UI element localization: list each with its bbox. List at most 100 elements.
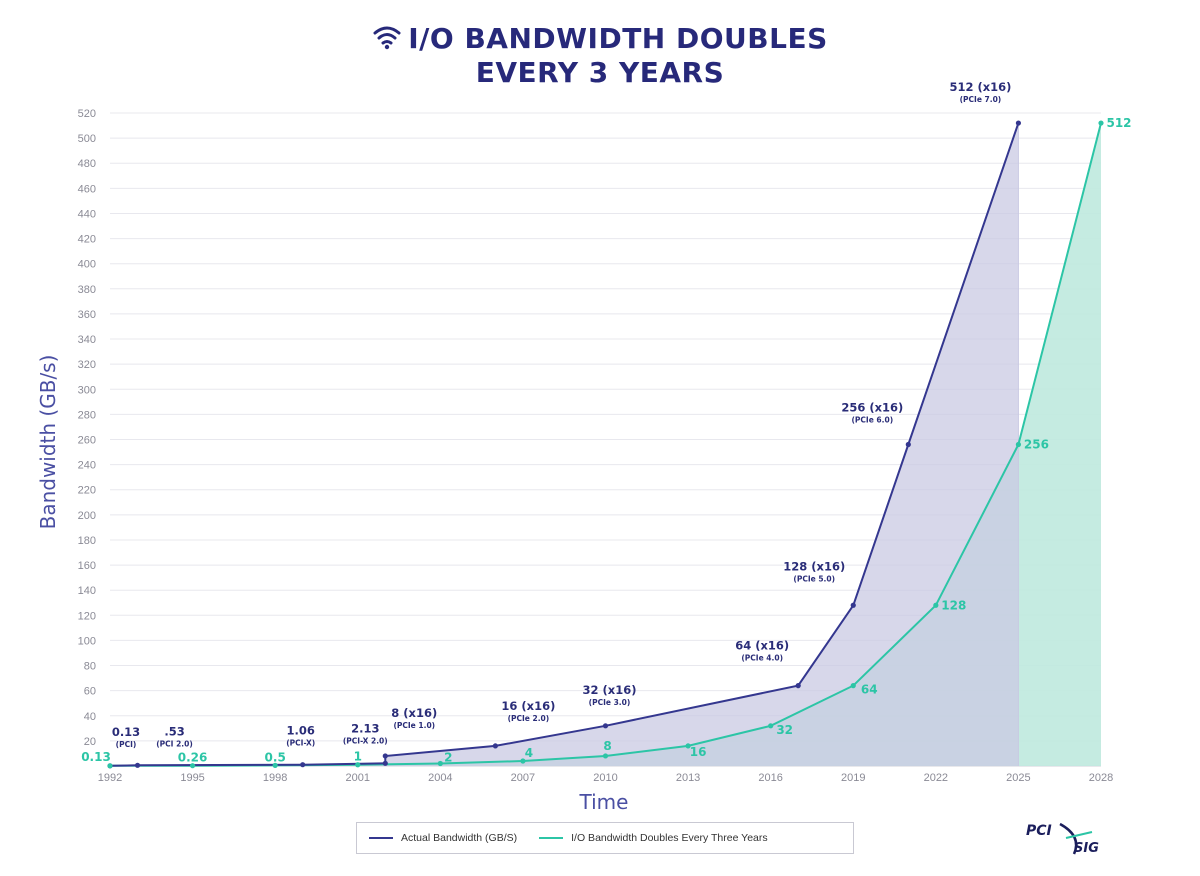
actual-label-4: 8 (x16): [391, 706, 437, 720]
actual-area-fill: [110, 123, 1019, 766]
actual-point-1: [134, 762, 141, 768]
legend-swatch-actual: [369, 837, 393, 839]
title-line-1: I/O BANDWIDTH DOUBLES: [0, 22, 1200, 56]
actual-label-0: 0.13: [112, 725, 140, 739]
actual-sublabel-6: (PCIe 3.0): [589, 698, 631, 707]
data-labels: 0.13(PCI).53(PCI 2.0)1.06(PCI-X)2.13(PCI…: [81, 80, 1131, 765]
logo-text-pci: PCI: [1026, 823, 1052, 839]
x-tick-label-2013: 2013: [676, 772, 700, 784]
y-tick-label-380: 380: [78, 284, 96, 296]
actual-sublabel-4: (PCIe 1.0): [393, 721, 435, 730]
actual-point-10: [1015, 120, 1022, 126]
legend-item-actual: Actual Bandwidth (GB/S): [369, 832, 517, 844]
y-tick-label-100: 100: [78, 635, 96, 647]
title-line-1-text: I/O BANDWIDTH DOUBLES: [408, 22, 828, 55]
doubling-label-10: 128: [941, 598, 966, 612]
actual-point-4: [382, 753, 388, 759]
doubling-label-5: 4: [525, 746, 533, 760]
doubling-label-1: 0.26: [178, 751, 208, 765]
actual-label-2: 1.06: [287, 724, 315, 738]
data-points: [107, 120, 1104, 769]
x-tick-label-2025: 2025: [1006, 772, 1030, 784]
doubling-label-6: 8: [603, 739, 611, 753]
x-tick-label-2028: 2028: [1089, 772, 1113, 784]
y-tick-label-60: 60: [84, 686, 96, 698]
y-tick-label-220: 220: [78, 485, 96, 497]
actual-point-3: [382, 760, 388, 766]
doubling-point-1: [189, 763, 196, 769]
doubling-point-11: [1015, 441, 1022, 448]
actual-sublabel-7: (PCIe 4.0): [741, 654, 783, 663]
doubling-label-3: 1: [354, 750, 362, 764]
y-tick-label-340: 340: [78, 334, 96, 346]
doubling-point-0: [107, 763, 113, 769]
doubling-label-2: 0.5: [265, 750, 286, 764]
actual-label-3: 2.13: [351, 721, 379, 735]
actual-label-7: 64 (x16): [735, 639, 789, 653]
actual-sublabel-10: (PCIe 7.0): [960, 95, 1002, 104]
actual-sublabel-9: (PCIe 6.0): [851, 416, 893, 425]
x-tick-label-2010: 2010: [593, 772, 617, 784]
logo-text-sig: SIG: [1074, 841, 1099, 856]
doubling-label-9: 64: [861, 683, 878, 697]
y-tick-label-440: 440: [78, 208, 96, 220]
actual-point-9: [905, 441, 911, 448]
legend: Actual Bandwidth (GB/S) I/O Bandwidth Do…: [356, 822, 854, 854]
legend-label-doubling: I/O Bandwidth Doubles Every Three Years: [571, 832, 768, 844]
actual-sublabel-8: (PCIe 5.0): [793, 574, 835, 583]
y-tick-label-300: 300: [78, 384, 96, 396]
doubling-label-0: 0.13: [81, 750, 111, 764]
doubling-point-4: [437, 760, 443, 767]
actual-sublabel-0: (PCI): [116, 740, 137, 749]
actual-label-8: 128 (x16): [783, 559, 845, 573]
x-tick-label-2004: 2004: [428, 772, 452, 784]
actual-label-9: 256 (x16): [841, 401, 903, 415]
y-tick-label-280: 280: [78, 409, 96, 421]
doubling-point-7: [685, 743, 691, 749]
area-fills: [110, 123, 1101, 766]
y-tick-label-180: 180: [78, 535, 96, 547]
actual-point-6: [602, 723, 609, 729]
x-tick-label-2001: 2001: [346, 772, 370, 784]
y-tick-label-80: 80: [84, 661, 96, 673]
x-tick-label-2007: 2007: [511, 772, 535, 784]
x-tick-label-1995: 1995: [180, 772, 204, 784]
doubling-point-10: [933, 602, 939, 608]
doubling-point-2: [272, 762, 278, 768]
axis-ticks: 20 40 60 80 100 120 140 160 180 200 220 240 260 280 30…: [78, 108, 1114, 784]
pci-sig-logo: PCI SIG: [1026, 822, 1099, 856]
y-tick-label-200: 200: [78, 510, 96, 522]
legend-item-doubling: I/O Bandwidth Doubles Every Three Years: [539, 832, 768, 844]
y-tick-label-400: 400: [78, 259, 96, 271]
doubling-point-8: [768, 723, 774, 729]
x-tick-label-1998: 1998: [263, 772, 287, 784]
x-axis-title: Time: [579, 790, 629, 814]
actual-label-1: .53: [164, 724, 184, 738]
chart-title: I/O BANDWIDTH DOUBLES EVERY 3 YEARS: [0, 22, 1200, 90]
doubling-label-11: 256: [1024, 438, 1049, 452]
title-line-2: EVERY 3 YEARS: [475, 56, 725, 89]
y-tick-label-260: 260: [78, 435, 96, 447]
doubling-label-4: 2: [444, 750, 452, 764]
actual-label-5: 16 (x16): [501, 699, 555, 713]
doubling-point-12: [1098, 120, 1104, 126]
x-tick-label-2022: 2022: [924, 772, 948, 784]
actual-sublabel-5: (PCIe 2.0): [508, 714, 550, 723]
y-tick-label-140: 140: [78, 585, 96, 597]
x-tick-label-1992: 1992: [98, 772, 122, 784]
doubling-point-5: [520, 758, 526, 764]
wifi-icon: [373, 26, 401, 50]
actual-point-2: [300, 762, 306, 768]
doubling-label-8: 32: [776, 723, 793, 737]
doubling-point-9: [850, 683, 856, 689]
y-tick-label-120: 120: [78, 610, 96, 622]
actual-sublabel-1: (PCI 2.0): [156, 739, 193, 748]
y-tick-label-20: 20: [84, 736, 96, 748]
y-tick-label-480: 480: [78, 158, 96, 170]
actual-label-6: 32 (x16): [583, 683, 637, 697]
y-tick-label-360: 360: [78, 309, 96, 321]
y-tick-label-420: 420: [78, 234, 96, 246]
doubling-point-3: [355, 762, 361, 768]
actual-point-5: [492, 743, 498, 749]
